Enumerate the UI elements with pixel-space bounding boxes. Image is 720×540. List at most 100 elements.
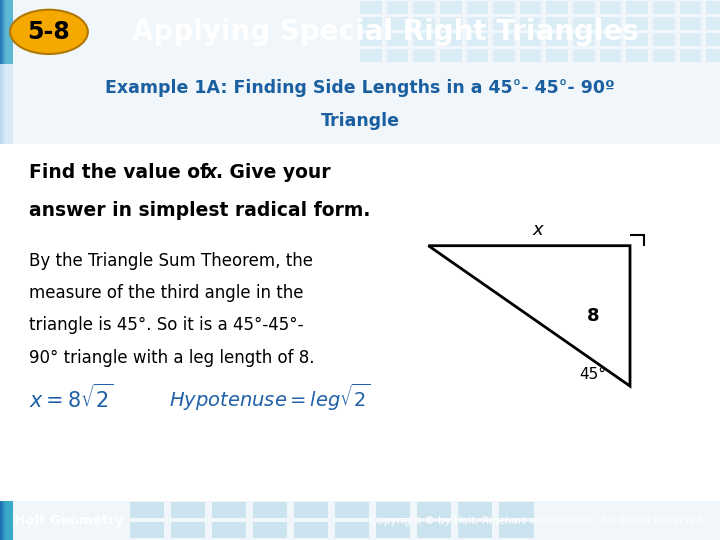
Bar	[573, 17, 595, 30]
Bar	[5, 501, 12, 540]
Bar	[4, 501, 12, 540]
Bar	[130, 502, 164, 518]
Bar	[680, 1, 701, 14]
Text: . Give your: . Give your	[216, 163, 330, 181]
Bar	[1, 501, 9, 540]
Bar	[387, 1, 408, 14]
Bar	[6, 64, 13, 144]
Bar	[4, 0, 11, 64]
Bar	[2, 501, 9, 540]
Bar	[2, 501, 9, 540]
Bar	[2, 0, 9, 64]
Bar	[493, 33, 515, 46]
Bar	[5, 501, 13, 540]
Bar	[4, 0, 11, 64]
Bar	[2, 64, 9, 144]
Bar	[5, 64, 12, 144]
Bar	[5, 64, 13, 144]
Bar	[1, 0, 8, 64]
Bar	[6, 0, 13, 64]
Bar	[4, 0, 12, 64]
Bar	[5, 501, 13, 540]
Bar	[4, 64, 12, 144]
Bar	[4, 501, 12, 540]
Text: $x = 8\sqrt{2}$: $x = 8\sqrt{2}$	[29, 383, 114, 411]
Bar	[4, 0, 12, 64]
Bar	[3, 501, 10, 540]
Bar	[3, 501, 10, 540]
Bar	[6, 64, 13, 144]
Bar	[3, 0, 10, 64]
Bar	[4, 0, 11, 64]
Bar	[3, 501, 10, 540]
Bar	[1, 0, 9, 64]
Bar	[1, 64, 9, 144]
Bar	[1, 0, 9, 64]
Bar	[1, 501, 9, 540]
Bar	[0, 0, 7, 64]
Bar	[4, 501, 12, 540]
Bar	[546, 17, 568, 30]
Bar	[0, 0, 7, 64]
Bar	[4, 501, 11, 540]
Bar	[1, 64, 8, 144]
Bar	[5, 501, 13, 540]
Bar	[1, 64, 9, 144]
Bar	[253, 502, 287, 518]
Bar	[3, 0, 11, 64]
Bar	[1, 501, 9, 540]
Bar	[2, 64, 10, 144]
Bar	[5, 64, 13, 144]
Bar	[5, 501, 12, 540]
Bar	[6, 501, 13, 540]
Bar	[6, 501, 13, 540]
Bar	[3, 64, 11, 144]
Bar	[2, 64, 9, 144]
Bar	[1, 64, 8, 144]
Text: 5-8: 5-8	[27, 20, 71, 44]
Bar	[1, 0, 8, 64]
Bar	[4, 0, 12, 64]
Bar	[440, 1, 462, 14]
Bar	[387, 49, 408, 62]
Bar	[3, 0, 11, 64]
Bar	[6, 64, 13, 144]
Bar	[653, 17, 675, 30]
Bar	[335, 522, 369, 538]
Bar	[706, 49, 720, 62]
Bar	[6, 64, 13, 144]
Bar	[1, 501, 8, 540]
Bar	[6, 501, 13, 540]
Bar	[5, 0, 12, 64]
Bar	[2, 64, 9, 144]
Bar	[6, 501, 13, 540]
Bar	[4, 0, 12, 64]
Bar	[680, 17, 701, 30]
Bar	[1, 0, 9, 64]
Bar	[4, 501, 11, 540]
Text: By the Triangle Sum Theorem, the: By the Triangle Sum Theorem, the	[29, 252, 312, 269]
Bar	[3, 64, 10, 144]
Bar	[1, 64, 9, 144]
Bar	[2, 64, 9, 144]
Bar	[1, 64, 8, 144]
Bar	[4, 0, 12, 64]
Bar	[4, 64, 11, 144]
Bar	[573, 49, 595, 62]
Bar	[6, 64, 14, 144]
Bar	[4, 501, 11, 540]
Bar	[2, 0, 9, 64]
Bar	[1, 0, 9, 64]
Bar	[573, 1, 595, 14]
Bar	[2, 64, 9, 144]
Bar	[6, 0, 14, 64]
Bar	[4, 0, 12, 64]
Bar	[5, 64, 12, 144]
Bar	[600, 33, 621, 46]
Bar	[4, 0, 11, 64]
Bar	[4, 64, 12, 144]
Bar	[1, 64, 9, 144]
Bar	[4, 64, 12, 144]
Bar	[3, 64, 11, 144]
Bar	[5, 64, 12, 144]
